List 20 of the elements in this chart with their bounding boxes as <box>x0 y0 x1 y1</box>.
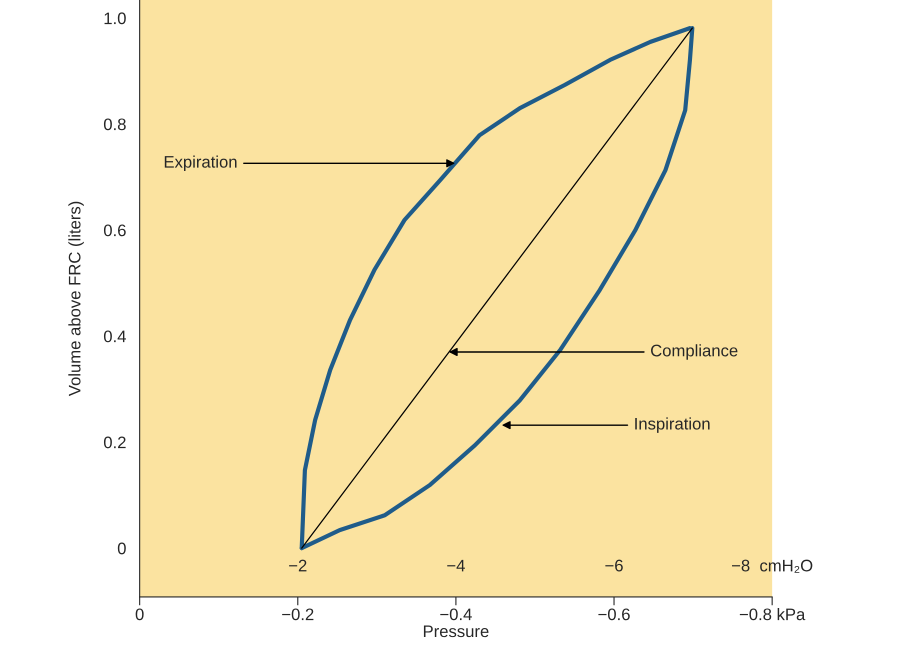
x-tick-label: −0.2 <box>282 608 314 620</box>
annotation: Inspiration <box>635 417 710 433</box>
x-tick-label: 0 <box>136 608 144 620</box>
y-tick-label: 0.8 <box>104 118 126 130</box>
y-axis-title: Volume above FRC (liters) <box>68 202 84 396</box>
x-tick-label: −0.6 <box>598 608 630 620</box>
annotation: Compliance <box>651 344 738 360</box>
x2-tick-label: −8 cmH₂O <box>732 560 812 573</box>
annotation: Expiration <box>164 156 236 172</box>
y-tick-label: 1.0 <box>104 12 126 24</box>
x2-tick-label: −2 <box>289 560 306 572</box>
x-tick-label: −0.8 kPa <box>740 608 806 620</box>
y-tick-label: 0.6 <box>104 224 126 236</box>
x-tick-label: −0.4 <box>440 608 472 620</box>
x2-tick-label: −4 <box>447 560 465 572</box>
x2-tick-label: −6 <box>605 560 623 572</box>
y-tick-label: 0 <box>118 542 126 554</box>
y-tick-label: 0.4 <box>104 330 126 342</box>
x-axis-title: Pressure <box>424 626 489 638</box>
y-tick-label: 0.2 <box>104 436 126 448</box>
